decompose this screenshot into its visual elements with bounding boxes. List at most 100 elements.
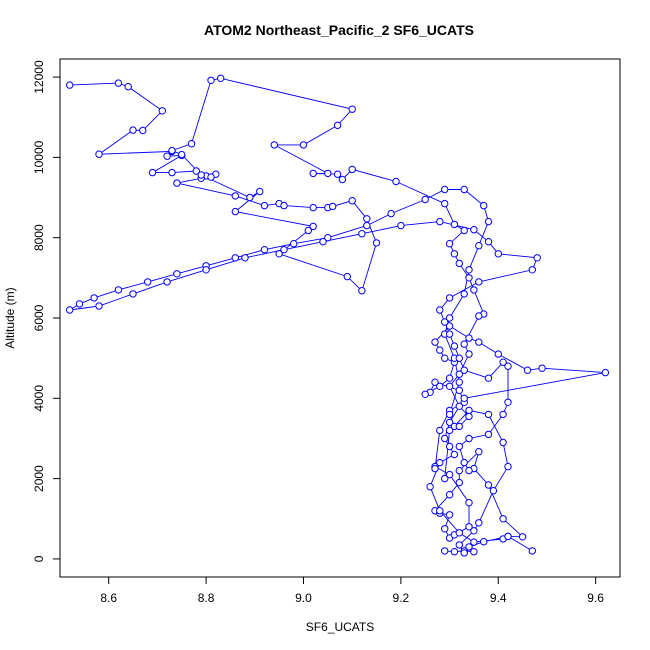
data-point (465, 266, 473, 274)
data-point (499, 438, 507, 447)
data-point (455, 478, 463, 487)
x-tick-label: 8.8 (198, 591, 215, 605)
data-point (124, 83, 132, 91)
data-point (231, 207, 240, 216)
data-point (114, 286, 123, 294)
data-point (319, 238, 327, 246)
data-point (387, 209, 395, 218)
data-point (290, 240, 298, 248)
data-point (168, 168, 176, 177)
data-point (148, 168, 157, 177)
data-point (533, 254, 541, 262)
data-point (470, 286, 478, 294)
x-tick-label: 9.6 (587, 591, 604, 605)
data-point (445, 322, 454, 330)
chart-title: ATOM2 Northeast_Pacific_2 SF6_UCATS (204, 22, 474, 38)
data-point (192, 167, 201, 175)
data-point (455, 354, 463, 362)
data-point (324, 169, 332, 178)
data-point (441, 434, 449, 443)
data-point (484, 217, 493, 226)
data-point (445, 374, 454, 382)
y-tick-label: 2000 (32, 465, 46, 492)
data-point (601, 368, 610, 377)
data-point (90, 294, 98, 302)
data-point (475, 278, 483, 286)
data-point (465, 412, 473, 421)
data-point (489, 487, 498, 495)
x-tick-label: 9.2 (393, 591, 410, 605)
data-point (436, 346, 444, 354)
data-point (163, 278, 171, 286)
data-point (348, 165, 356, 174)
data-point (363, 221, 371, 230)
data-point (455, 402, 463, 410)
data-point (436, 507, 444, 515)
data-point (197, 171, 205, 179)
data-point (450, 250, 459, 258)
data-point (144, 278, 152, 286)
data-point (246, 193, 254, 202)
data-point (450, 548, 459, 556)
x-axis: 8.6 8.8 9.0 9.2 9.4 9.6 (100, 576, 604, 605)
data-point (397, 221, 405, 230)
data-point (475, 338, 483, 346)
data-point (494, 350, 502, 358)
data-point (231, 192, 240, 200)
data-point (173, 179, 181, 187)
data-layer (66, 74, 610, 557)
data-point (441, 185, 449, 194)
data-point (465, 274, 473, 282)
data-point (139, 126, 147, 135)
data-point (504, 462, 512, 471)
data-point (445, 470, 454, 479)
data-point (528, 547, 536, 555)
y-tick-label: 10000 (32, 140, 46, 174)
data-point (475, 448, 483, 456)
data-point (460, 366, 468, 374)
data-point (431, 378, 439, 386)
data-point (426, 483, 434, 491)
data-point (470, 527, 478, 535)
data-point (95, 150, 103, 158)
data-point (460, 458, 468, 467)
data-point (445, 330, 454, 338)
data-point (324, 234, 332, 242)
data-point (436, 458, 444, 467)
data-point (436, 217, 444, 226)
data-point (484, 238, 493, 246)
data-point (421, 390, 429, 398)
data-point (338, 175, 347, 184)
data-point (256, 187, 264, 196)
data-point (494, 250, 502, 258)
data-point (450, 342, 459, 350)
data-point (475, 312, 483, 320)
data-point (445, 491, 454, 499)
x-tick-label: 9.0 (295, 591, 312, 605)
data-point (275, 250, 283, 258)
plot-frame (59, 58, 621, 578)
data-point (455, 541, 463, 549)
data-point (484, 374, 493, 382)
data-point (465, 406, 473, 415)
data-point (465, 334, 473, 342)
data-point (504, 532, 512, 541)
data-point (348, 105, 356, 113)
data-point (465, 434, 473, 443)
x-axis-label: SF6_UCATS (306, 620, 374, 634)
data-point (460, 340, 468, 348)
data-point (475, 242, 483, 250)
data-point (455, 386, 463, 394)
data-point (309, 222, 317, 231)
data-point (202, 266, 210, 274)
y-tick-label: 0 (32, 555, 46, 562)
data-point (436, 382, 444, 390)
data-point (460, 549, 468, 557)
data-point (441, 525, 449, 533)
data-point (431, 338, 439, 346)
data-point (441, 199, 449, 208)
data-point (329, 202, 337, 211)
data-point (445, 294, 454, 302)
y-axis: 0 2000 4000 6000 8000 10000 12000 (32, 60, 61, 562)
